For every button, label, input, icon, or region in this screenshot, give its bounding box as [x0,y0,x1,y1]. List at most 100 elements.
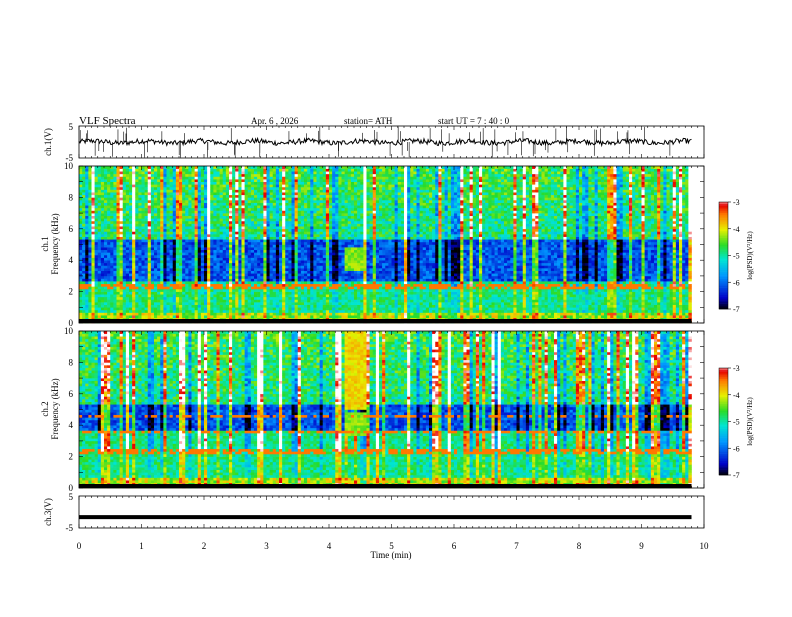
spectrogram-cell [88,302,91,305]
spectrogram-cell [138,174,141,177]
spectrogram-cell [167,174,170,177]
spectrogram-cell [226,273,229,276]
spectrogram-cell [217,245,220,248]
spectrogram-cell [98,171,101,174]
spectrogram-cell [157,169,160,172]
spectrogram-cell [142,171,145,174]
spectrogram-cell [201,229,204,232]
spectrogram-cell [170,260,173,263]
spectrogram-cell [126,221,129,224]
spectrogram-cell [138,205,141,208]
spectrogram-cell [92,273,95,276]
spectrogram-cell [95,292,98,295]
spectrogram-cell [288,197,291,200]
spectrogram-cell [160,258,163,261]
spectrogram-cell [257,203,260,206]
spectrogram-cell [285,284,288,287]
spectrogram-cell [123,200,126,203]
spectrogram-cell [92,234,95,237]
spectrogram-cell [279,284,282,287]
spectrogram-cell [223,195,226,198]
spectrogram-cell [176,252,179,255]
spectrogram-cell [267,276,270,279]
spectrogram-cell [260,229,263,232]
spectrogram-cell [310,313,313,316]
spectrogram-cell [310,200,313,203]
spectrogram-cell [267,239,270,242]
spectrogram-cell [123,184,126,187]
spectrogram-cell [213,315,216,318]
spectrogram-cell [270,310,273,313]
spectrogram-cell [188,182,191,185]
spectrogram-cell [135,302,138,305]
spectrogram-cell [92,205,95,208]
spectrogram-cell [279,258,282,261]
spectrogram-cell [104,245,107,248]
spectrogram-cell [160,208,163,211]
spectrogram-cell [220,260,223,263]
spectrogram-cell [95,221,98,224]
spectrogram-cell [260,226,263,229]
spectrogram-cell [170,268,173,271]
spectrogram-cell [157,239,160,242]
spectrogram-cell [95,192,98,195]
spectrogram-cell [210,218,213,221]
spectrogram-cell [182,176,185,179]
spectrogram-cell [163,297,166,300]
spectrogram-cell [145,313,148,316]
spectrogram-cell [313,179,316,182]
spectrogram-cell [267,273,270,276]
spectrogram-cell [163,265,166,268]
spectrogram-cell [188,237,191,240]
spectrogram-cell [160,171,163,174]
spectrogram-cell [129,242,132,245]
spectrogram-cell [92,289,95,292]
spectrogram-cell [104,179,107,182]
spectrogram-cell [88,242,91,245]
spectrogram-cell [145,299,148,302]
spectrogram-cell [285,174,288,177]
spectrogram-cell [123,166,126,169]
spectrogram-cell [301,210,304,213]
spectrogram-cell [182,218,185,221]
spectrogram-cell [192,208,195,211]
spectrogram-cell [298,174,301,177]
spectrogram-cell [270,263,273,266]
spectrogram-cell [267,203,270,206]
spectrogram-cell [188,245,191,248]
spectrogram-cell [310,234,313,237]
spectrogram-cell [192,239,195,242]
spectrogram-cell [195,284,198,287]
spectrogram-cell [163,239,166,242]
spectrogram-cell [129,231,132,234]
spectrogram-cell [157,179,160,182]
spectrogram-cell [92,221,95,224]
spectrogram-cell [288,281,291,284]
spectrogram-cell [98,276,101,279]
spectrogram-cell [292,208,295,211]
spectrogram-cell [207,310,210,313]
spectrogram-cell [148,174,151,177]
spectrogram-cell [251,279,254,282]
spectrogram-cell [304,218,307,221]
spectrogram-cell [270,302,273,305]
spectrogram-cell [276,271,279,274]
spectrogram-cell [176,237,179,240]
spectrogram-cell [120,297,123,300]
spectrogram-cell [129,260,132,263]
spectrogram-cell [151,289,154,292]
spectrogram-cell [110,166,113,169]
spectrogram-cell [263,273,266,276]
spectrogram-cell [117,276,120,279]
spectrogram-cell [270,205,273,208]
spectrogram-cell [210,305,213,308]
spectrogram-cell [104,237,107,240]
spectrogram-cell [132,255,135,258]
spectrogram-cell [279,195,282,198]
spectrogram-cell [213,279,216,282]
spectrogram-cell [138,221,141,224]
spectrogram-cell [129,218,132,221]
spectrogram-cell [204,166,207,169]
spectrogram-cell [85,263,88,266]
